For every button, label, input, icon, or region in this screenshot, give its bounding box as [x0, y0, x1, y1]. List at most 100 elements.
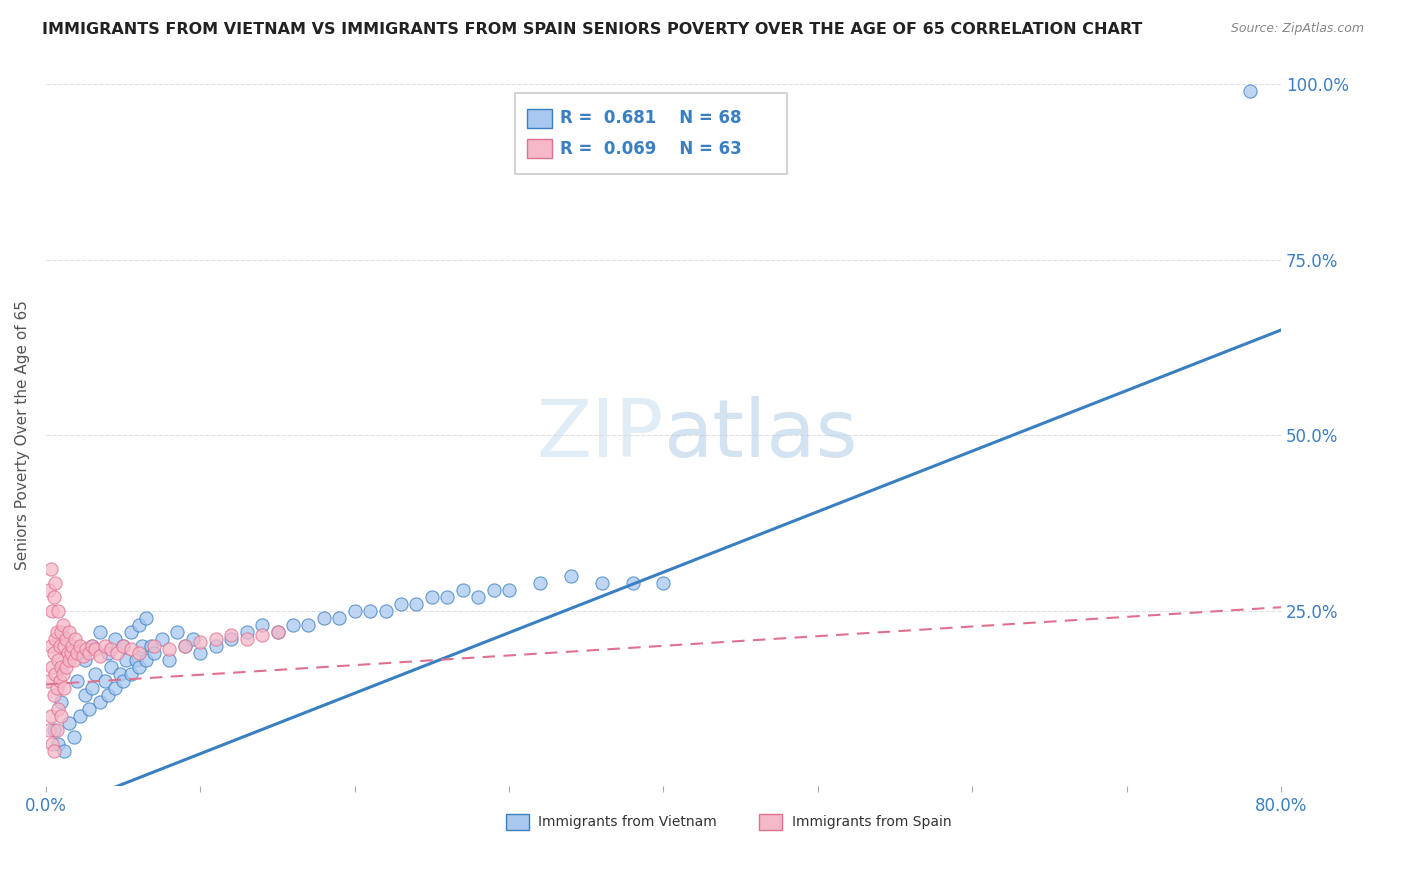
Point [89, 624, 111, 639]
Point [62, 730, 84, 744]
Point [46, 737, 69, 751]
Point [105, 646, 128, 660]
Point [73, 688, 96, 702]
Point [52, 666, 75, 681]
Point [120, 642, 142, 657]
Point [41, 604, 63, 618]
Point [112, 639, 135, 653]
Point [405, 597, 427, 611]
Point [374, 604, 396, 618]
Point [58, 653, 80, 667]
Point [72, 649, 94, 664]
Point [166, 624, 188, 639]
Point [100, 642, 122, 657]
Point [420, 590, 443, 604]
Text: IMMIGRANTS FROM VIETNAM VS IMMIGRANTS FROM SPAIN SENIORS POVERTY OVER THE AGE OF: IMMIGRANTS FROM VIETNAM VS IMMIGRANTS FR… [42, 22, 1143, 37]
Point [53, 639, 76, 653]
Text: ZIP: ZIP [536, 396, 664, 475]
Point [359, 604, 381, 618]
Text: Source: ZipAtlas.com: Source: ZipAtlas.com [1230, 22, 1364, 36]
Point [65, 632, 87, 646]
Point [139, 639, 162, 653]
Point [124, 653, 146, 667]
Point [250, 617, 273, 632]
Point [49, 673, 72, 688]
Point [46, 702, 69, 716]
Text: atlas: atlas [664, 396, 858, 475]
Point [467, 590, 489, 604]
Point [46, 604, 69, 618]
Point [69, 639, 91, 653]
Point [41, 660, 63, 674]
Point [1239, 85, 1261, 99]
Point [389, 597, 412, 611]
Point [51, 624, 73, 639]
Point [44, 632, 66, 646]
Point [51, 709, 73, 723]
Point [188, 646, 211, 660]
Point [150, 632, 173, 646]
Point [84, 642, 107, 657]
Point [56, 646, 79, 660]
Point [560, 568, 582, 582]
Point [188, 635, 211, 649]
Point [82, 639, 104, 653]
Point [44, 666, 66, 681]
Point [75, 642, 97, 657]
Point [112, 639, 135, 653]
Point [436, 590, 458, 604]
Point [52, 617, 75, 632]
Point [51, 695, 73, 709]
Point [115, 653, 138, 667]
Point [621, 575, 644, 590]
Point [42, 744, 65, 758]
Point [45, 723, 67, 737]
Point [45, 681, 67, 695]
Point [58, 624, 80, 639]
Point [84, 666, 107, 681]
Point [112, 673, 135, 688]
Point [591, 575, 613, 590]
Point [55, 660, 77, 674]
Point [60, 639, 83, 653]
Text: Immigrants from Spain: Immigrants from Spain [792, 814, 952, 829]
Point [204, 639, 226, 653]
Point [55, 632, 77, 646]
Y-axis label: Seniors Poverty Over the Age of 65: Seniors Poverty Over the Age of 65 [15, 301, 30, 570]
Point [312, 611, 335, 625]
Text: R =  0.681    N = 68: R = 0.681 N = 68 [560, 110, 742, 128]
Point [97, 646, 120, 660]
Point [41, 737, 63, 751]
Text: R =  0.069    N = 63: R = 0.069 N = 63 [560, 140, 742, 158]
Point [529, 575, 551, 590]
Point [51, 660, 73, 674]
Point [45, 624, 67, 639]
Point [181, 632, 204, 646]
Point [159, 653, 181, 667]
Point [66, 673, 89, 688]
Point [37, 673, 59, 688]
Point [77, 646, 100, 660]
Point [204, 632, 226, 646]
Point [250, 628, 273, 642]
Text: Immigrants from Vietnam: Immigrants from Vietnam [538, 814, 717, 829]
Point [38, 723, 60, 737]
Point [93, 673, 115, 688]
Point [73, 653, 96, 667]
Point [108, 666, 131, 681]
Point [235, 632, 257, 646]
Point [451, 582, 474, 597]
Point [82, 681, 104, 695]
Point [297, 617, 319, 632]
Point [42, 646, 65, 660]
Point [128, 660, 150, 674]
Point [39, 639, 62, 653]
Point [219, 628, 242, 642]
Point [69, 709, 91, 723]
Point [39, 561, 62, 575]
Point [143, 639, 166, 653]
Point [42, 590, 65, 604]
Point [42, 688, 65, 702]
Point [53, 744, 76, 758]
Point [104, 681, 127, 695]
